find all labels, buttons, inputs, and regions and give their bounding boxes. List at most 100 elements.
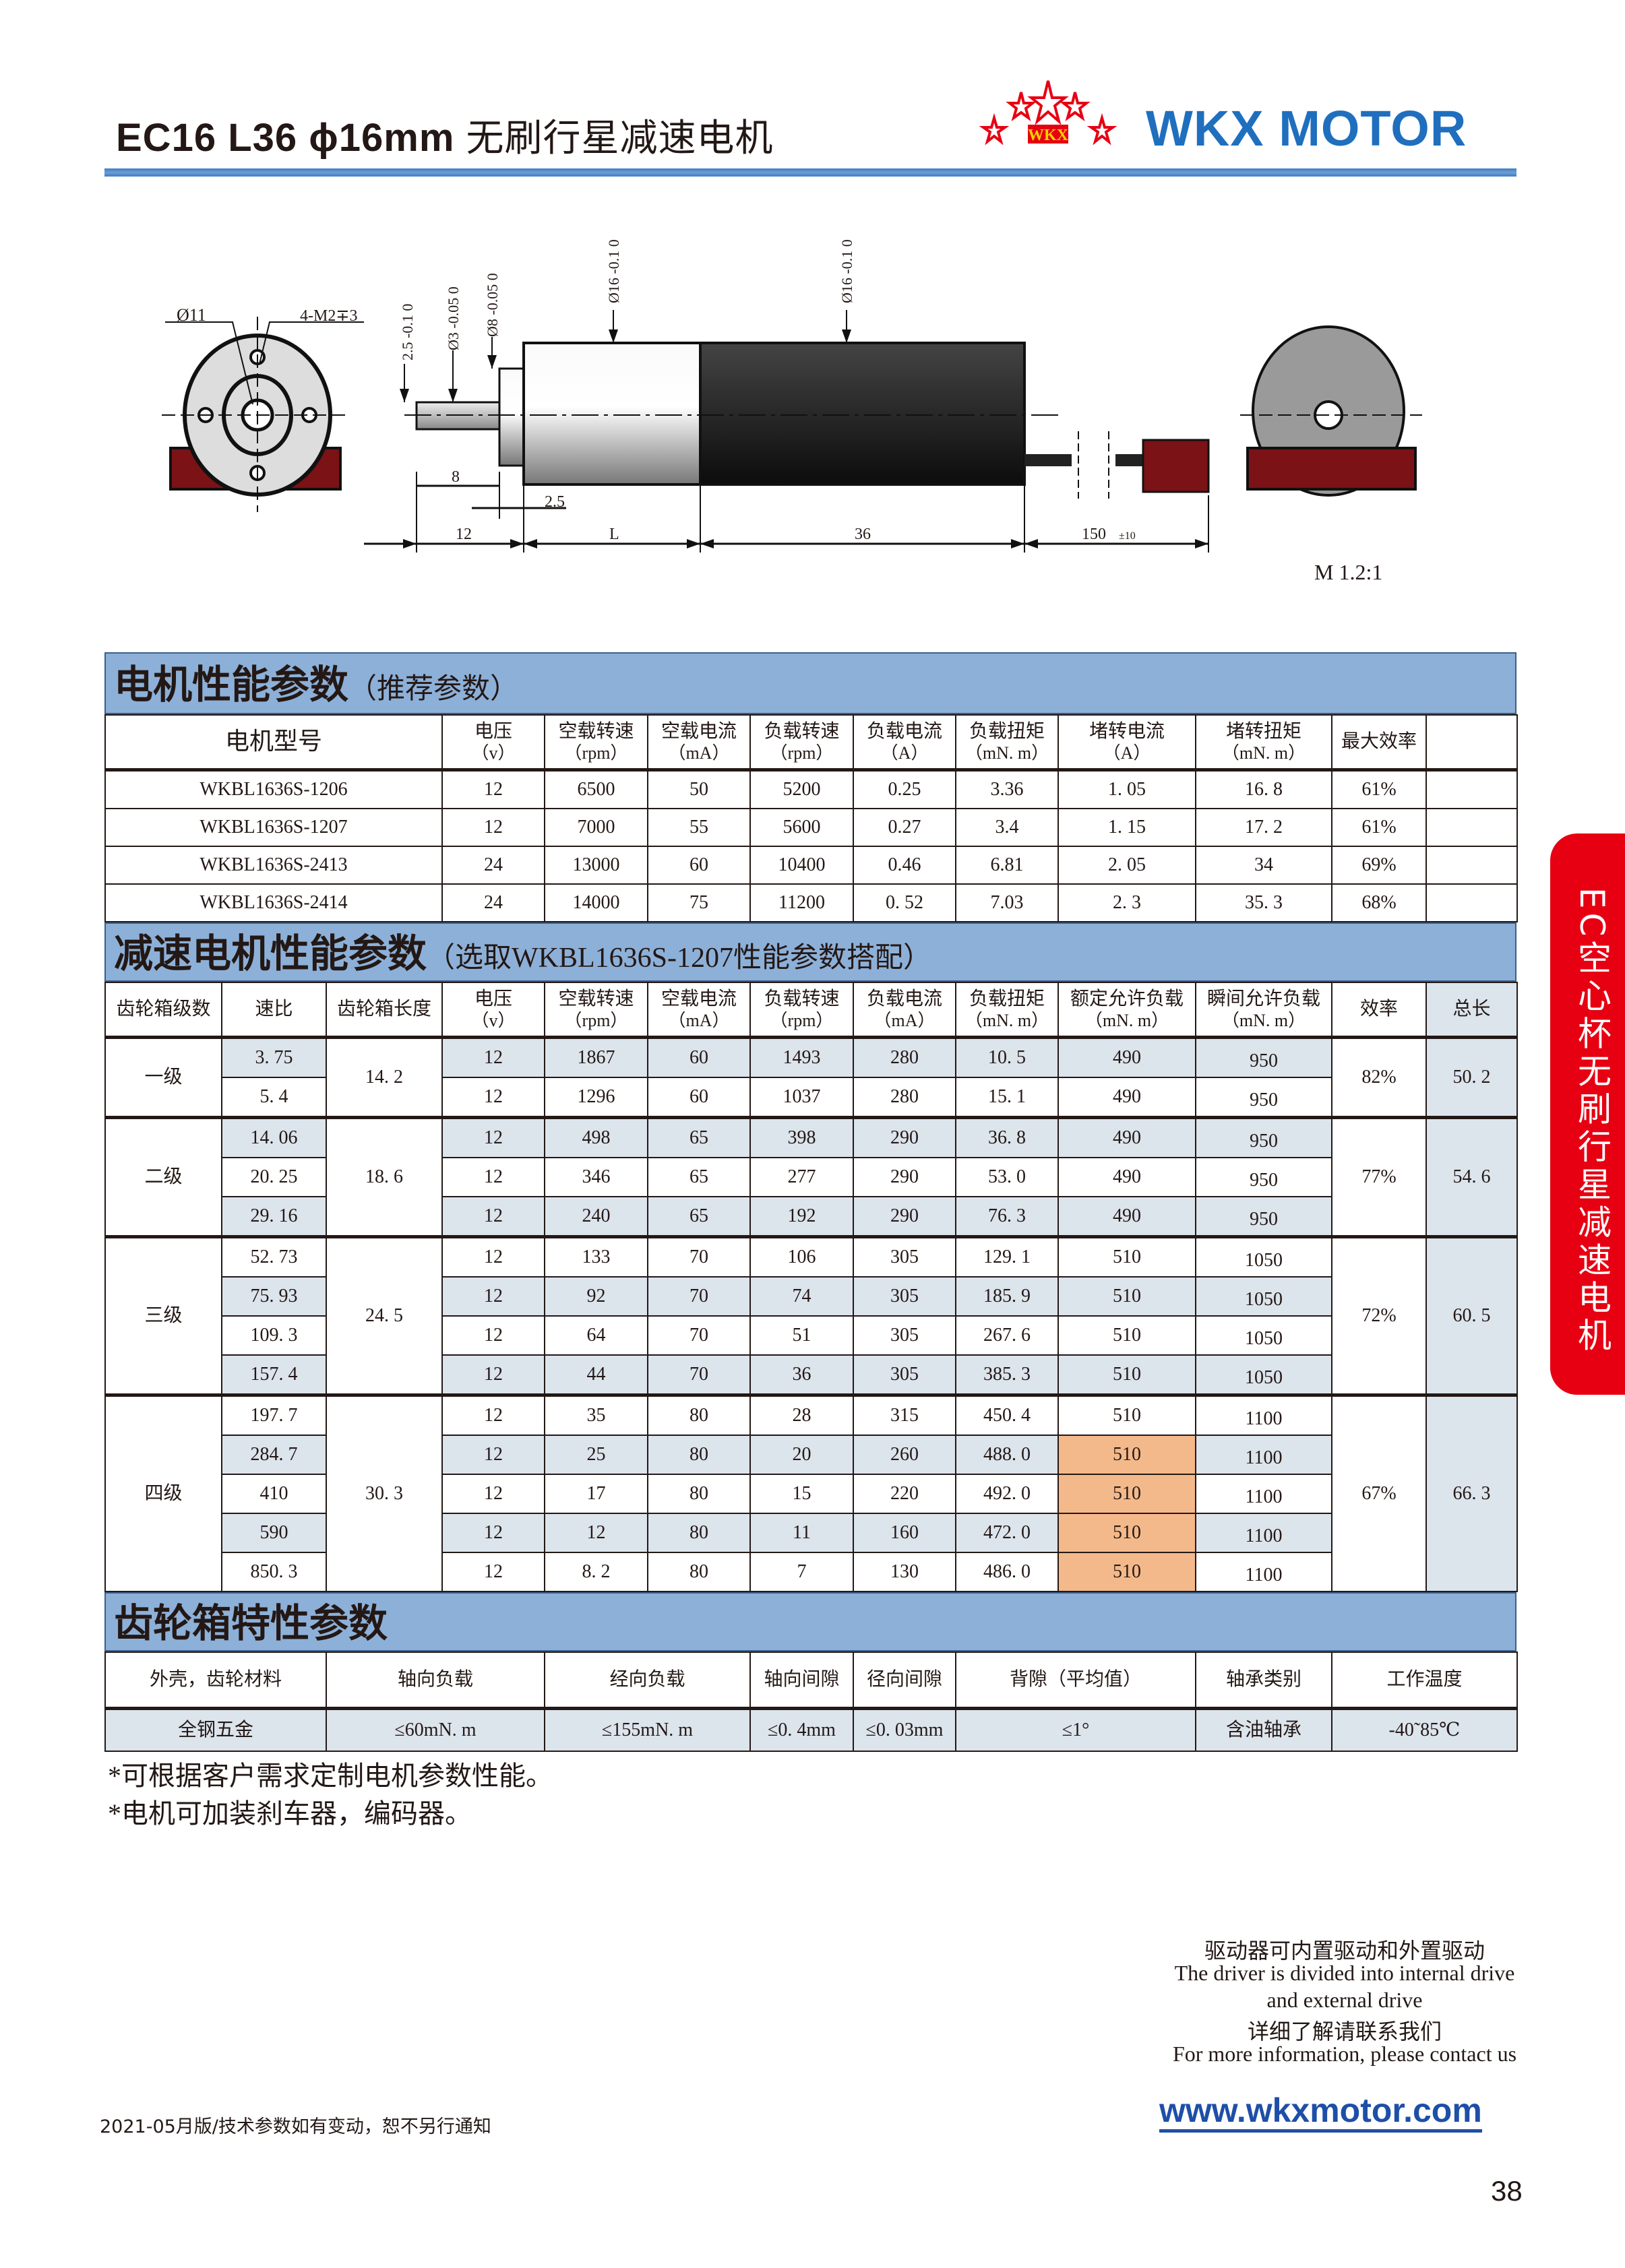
column-header: 空载电流 （mA） — [647, 714, 751, 771]
website-link[interactable]: www.wkxmotor.com — [1159, 2092, 1482, 2133]
header-unit: （rpm） — [770, 743, 834, 763]
table-header-row: 电机型号 电压 （v） 空载转速 （rpm） 空载电流 （mA） 负载转速 （rpm） 负载电流（… — [104, 714, 1518, 771]
column-header: 效率 — [1331, 982, 1427, 1038]
gearbox-characteristics-table: 外壳，齿轮材料 轴向负载 经向负载 轴向间隙 径向间隙 背隙（平均值） 轴承类别 工作温度 全钢… — [104, 1651, 1518, 1752]
header-label: 总长 — [1452, 999, 1491, 1020]
header-label: 空载转速 — [558, 988, 634, 1009]
table-header-row: 齿轮箱级数 速比 齿轮箱长度 电压 （v） 空载转速 （rpm） 空载电流 （mA） 负载转速 （r… — [104, 982, 1518, 1038]
section-subtitle: （推荐参数） — [348, 674, 519, 705]
table-cell: 0.46 — [853, 846, 956, 885]
table-cell: 17 — [544, 1474, 648, 1514]
table-cell: 185. 9 — [955, 1276, 1059, 1317]
table-row: WKBL1636S-2414 24 14000 75 11200 0. 52 7.03 2. … — [104, 883, 1518, 922]
table-cell: 44 — [544, 1354, 648, 1396]
table-cell: WKBL1636S-2414 — [104, 883, 443, 922]
dim-2-5: 2.5 — [545, 493, 565, 511]
table-cell: 25 — [544, 1435, 648, 1475]
table-cell: 1050 — [1195, 1235, 1332, 1278]
table-cell: 488. 0 — [955, 1435, 1059, 1475]
table-cell: 7000 — [544, 808, 648, 847]
table-cell: 12 — [441, 768, 545, 809]
table-cell: WKBL1636S-1206 — [104, 768, 443, 809]
ratio-cell: 14. 06 — [221, 1116, 327, 1158]
gearbox-length-cell: 30. 3 — [326, 1393, 443, 1592]
total-length-cell: 54. 6 — [1425, 1116, 1518, 1238]
table-cell: ≤0. 03mm — [853, 1707, 956, 1752]
table-cell: 61% — [1331, 808, 1427, 847]
total-length-cell: 60. 5 — [1425, 1235, 1518, 1396]
dim-2-5-vertical: 2.5 -0.1 0 — [399, 304, 416, 360]
total-length-cell: 66. 3 — [1425, 1393, 1518, 1592]
brand-name: WKX MOTOR — [1146, 100, 1467, 156]
table-cell: 346 — [544, 1157, 648, 1197]
table-cell — [1425, 768, 1518, 809]
table-cell: 130 — [853, 1552, 956, 1592]
table-cell: 133 — [544, 1235, 648, 1278]
table-cell: 12 — [441, 808, 545, 847]
table-cell: 34 — [1195, 846, 1332, 885]
dim-screw: 4-M2∓3 — [300, 307, 357, 325]
side-tab-label: EC空心杯无刷行星减速电机 — [1572, 887, 1612, 1356]
ratio-cell: 109. 3 — [221, 1315, 327, 1356]
table-cell: 5200 — [749, 768, 854, 809]
table-cell: 70 — [647, 1235, 751, 1278]
table-cell: 60 — [647, 846, 751, 885]
header-unit: （mN. m） — [964, 1011, 1049, 1031]
table-cell: 1100 — [1195, 1474, 1332, 1514]
table-cell: 60 — [647, 1077, 751, 1119]
table-cell: 12 — [441, 1435, 545, 1475]
table-cell: 510 — [1057, 1513, 1196, 1553]
table-cell: 17. 2 — [1195, 808, 1332, 847]
stage-cell: 二级 — [104, 1116, 222, 1238]
column-header: 空载电流 （mA） — [647, 982, 751, 1038]
table-cell: 6.81 — [955, 846, 1059, 885]
spec-content: 电机性能参数（推荐参数） 电机型号 电压 （v） 空载转速 （rpm） 空载电流 （mA）负… — [104, 652, 1518, 1833]
dim-phi11: Ø11 — [177, 305, 206, 325]
table-cell: 492. 0 — [955, 1474, 1059, 1514]
column-header: 堵转扭矩 （mN. m） — [1195, 714, 1332, 771]
table-cell: 305 — [853, 1235, 956, 1278]
section-title: 电机性能参数 — [114, 663, 349, 707]
header-label: 齿轮箱级数 — [116, 999, 211, 1020]
table-cell: 398 — [749, 1116, 854, 1158]
table-cell: ≤60mN. m — [326, 1707, 545, 1752]
table-cell: 35 — [544, 1393, 648, 1436]
table-cell: 472. 0 — [955, 1513, 1059, 1553]
star-icon — [1027, 80, 1069, 125]
section-subtitle: （选取WKBL1636S-1207性能参数搭配） — [427, 943, 932, 974]
gearbox-length-cell: 24. 5 — [326, 1235, 443, 1396]
back-view — [1240, 325, 1422, 497]
motor-section-header: 电机性能参数（推荐参数） — [104, 652, 1516, 714]
ratio-cell: 284. 7 — [221, 1435, 327, 1475]
note: *可根据客户需求定制电机参数性能。 — [108, 1761, 553, 1791]
table-row: 284. 7 12 25 80 20 260 488. 0 510 1100 — [105, 1435, 1517, 1475]
table-cell: 510 — [1057, 1354, 1196, 1396]
header-label: 负载电流 — [866, 988, 942, 1009]
table-cell: 64 — [544, 1315, 648, 1356]
header-label: 电压 — [474, 720, 512, 742]
header-unit: （rpm） — [564, 1011, 628, 1031]
header-label: 速比 — [255, 999, 293, 1020]
table-cell — [1425, 846, 1518, 885]
table-cell: 全钢五金 — [104, 1707, 327, 1752]
table-cell: 1050 — [1195, 1276, 1332, 1317]
header-unit: （rpm） — [770, 1011, 834, 1031]
table-cell: ≤1° — [955, 1707, 1196, 1752]
table-cell: 510 — [1057, 1474, 1196, 1514]
header-label: 最大效率 — [1341, 731, 1417, 753]
table-cell: 8. 2 — [544, 1552, 648, 1592]
table-cell: 28 — [749, 1393, 854, 1436]
motor-performance-table: 电机型号 电压 （v） 空载转速 （rpm） 空载电流 （mA） 负载转速 （rpm） 负载电流（… — [104, 714, 1518, 922]
table-cell: 950 — [1195, 1077, 1332, 1119]
ratio-cell: 3. 75 — [221, 1036, 327, 1078]
table-cell: 280 — [853, 1077, 956, 1119]
page-title: EC16 L36 ϕ16mm 无刷行星减速电机 — [116, 108, 774, 162]
table-cell: 12 — [441, 1276, 545, 1317]
table-cell: 11200 — [749, 883, 854, 922]
table-cell: 15 — [749, 1474, 854, 1514]
table-row: 三级 52. 73 24. 5 12 133 70 106 305 129. 1 510 1050 7… — [104, 1235, 1518, 1396]
header-label: 瞬间允许负载 — [1206, 988, 1320, 1009]
technical-drawing: Ø11 4-M2∓3 2.5 -0.1 0 Ø3 -0.05 0 Ø8 -0.0… — [162, 239, 1422, 584]
info-line: 详细了解请联系我们 — [1247, 2019, 1442, 2044]
table-cell: ≤0. 4mm — [749, 1707, 854, 1752]
